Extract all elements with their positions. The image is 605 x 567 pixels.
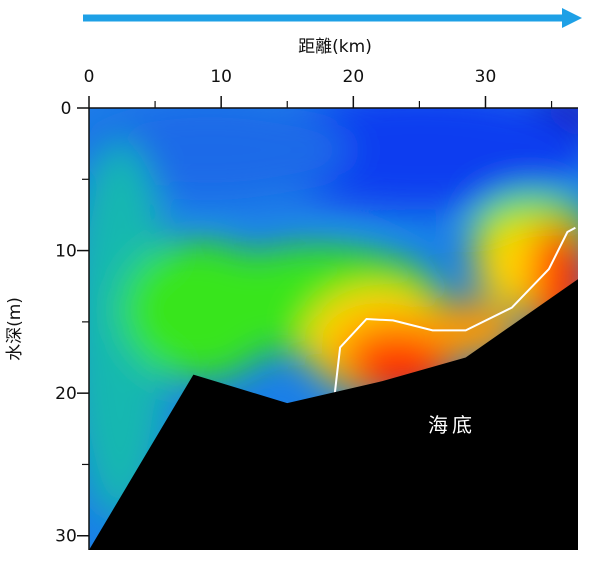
y-axis-ticks: 0 10 20 30 [55, 99, 89, 547]
field-blob-blue-top-left [89, 108, 350, 200]
x-tick-label: 10 [210, 67, 232, 87]
contour-line [333, 226, 576, 394]
y-axis-title: 水深(m) [5, 297, 25, 361]
seafloor [89, 279, 578, 550]
x-tick-label: 0 [84, 67, 95, 87]
y-tick-label: 10 [55, 242, 77, 262]
direction-arrow-head [562, 8, 582, 28]
x-axis-title: 距離(km) [298, 37, 372, 57]
x-axis-ticks: 0 10 20 30 [84, 67, 553, 108]
seafloor-label: 海底 [428, 413, 476, 437]
y-tick-label: 20 [55, 384, 77, 404]
y-tick-label: 0 [61, 99, 72, 119]
x-tick-label: 30 [475, 67, 497, 87]
plot-area [89, 108, 578, 550]
y-tick-label: 30 [55, 527, 77, 547]
x-tick-label: 20 [343, 67, 365, 87]
